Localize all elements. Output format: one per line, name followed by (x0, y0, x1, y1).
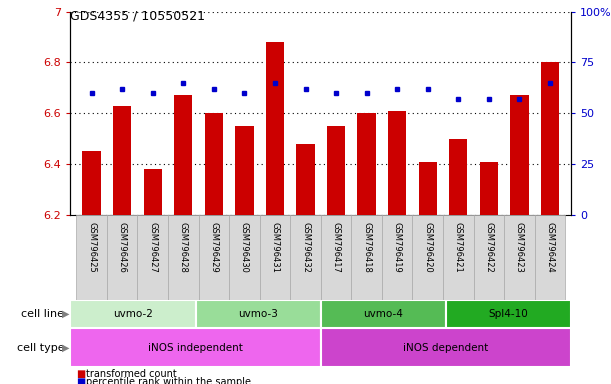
Bar (321, 328, 571, 367)
Bar (321, 300, 446, 328)
Text: GSM796417: GSM796417 (332, 222, 340, 273)
Bar (76, 215, 107, 300)
Text: GSM796421: GSM796421 (454, 222, 463, 273)
Text: uvmo-2: uvmo-2 (113, 309, 153, 319)
Text: ■: ■ (76, 377, 86, 384)
Bar (260, 215, 290, 300)
Bar (70, 328, 321, 367)
Text: iNOS independent: iNOS independent (148, 343, 243, 353)
Bar (229, 215, 260, 300)
Bar (168, 215, 199, 300)
Bar (113, 106, 131, 215)
Bar (174, 96, 192, 215)
Text: GSM796418: GSM796418 (362, 222, 371, 273)
Bar (541, 62, 559, 215)
Bar (443, 215, 474, 300)
Bar (449, 139, 467, 215)
Bar (296, 144, 315, 215)
Text: uvmo-4: uvmo-4 (364, 309, 403, 319)
Text: uvmo-3: uvmo-3 (238, 309, 278, 319)
Text: cell type: cell type (16, 343, 64, 353)
Text: GSM796428: GSM796428 (179, 222, 188, 273)
Text: GSM796431: GSM796431 (271, 222, 279, 273)
Text: ▶: ▶ (62, 343, 69, 353)
Bar (357, 113, 376, 215)
Text: GDS4355 / 10550521: GDS4355 / 10550521 (70, 10, 205, 23)
Text: GSM796427: GSM796427 (148, 222, 157, 273)
Bar (388, 111, 406, 215)
Bar (504, 215, 535, 300)
Bar (382, 215, 412, 300)
Text: iNOS dependent: iNOS dependent (403, 343, 489, 353)
Text: ▶: ▶ (62, 309, 69, 319)
Text: cell line: cell line (21, 309, 64, 319)
Bar (196, 300, 321, 328)
Bar (510, 96, 529, 215)
Bar (82, 151, 101, 215)
Text: GSM796426: GSM796426 (118, 222, 126, 273)
Text: GSM796424: GSM796424 (546, 222, 554, 273)
Bar (321, 215, 351, 300)
Bar (137, 215, 168, 300)
Bar (235, 126, 254, 215)
Bar (205, 113, 223, 215)
Text: GSM796420: GSM796420 (423, 222, 432, 273)
Bar (474, 215, 504, 300)
Text: GSM796422: GSM796422 (485, 222, 493, 273)
Text: GSM796430: GSM796430 (240, 222, 249, 273)
Bar (480, 162, 498, 215)
Text: GSM796419: GSM796419 (393, 222, 401, 273)
Text: GSM796432: GSM796432 (301, 222, 310, 273)
Text: percentile rank within the sample: percentile rank within the sample (86, 377, 251, 384)
Bar (446, 300, 571, 328)
Text: GSM796429: GSM796429 (210, 222, 218, 273)
Bar (199, 215, 229, 300)
Bar (107, 215, 137, 300)
Text: transformed count: transformed count (86, 369, 177, 379)
Bar (419, 162, 437, 215)
Bar (144, 169, 162, 215)
Bar (70, 300, 196, 328)
Text: Spl4-10: Spl4-10 (489, 309, 529, 319)
Bar (327, 126, 345, 215)
Bar (412, 215, 443, 300)
Text: ■: ■ (76, 369, 86, 379)
Bar (351, 215, 382, 300)
Text: GSM796423: GSM796423 (515, 222, 524, 273)
Bar (535, 215, 565, 300)
Bar (290, 215, 321, 300)
Bar (266, 42, 284, 215)
Text: GSM796425: GSM796425 (87, 222, 96, 273)
